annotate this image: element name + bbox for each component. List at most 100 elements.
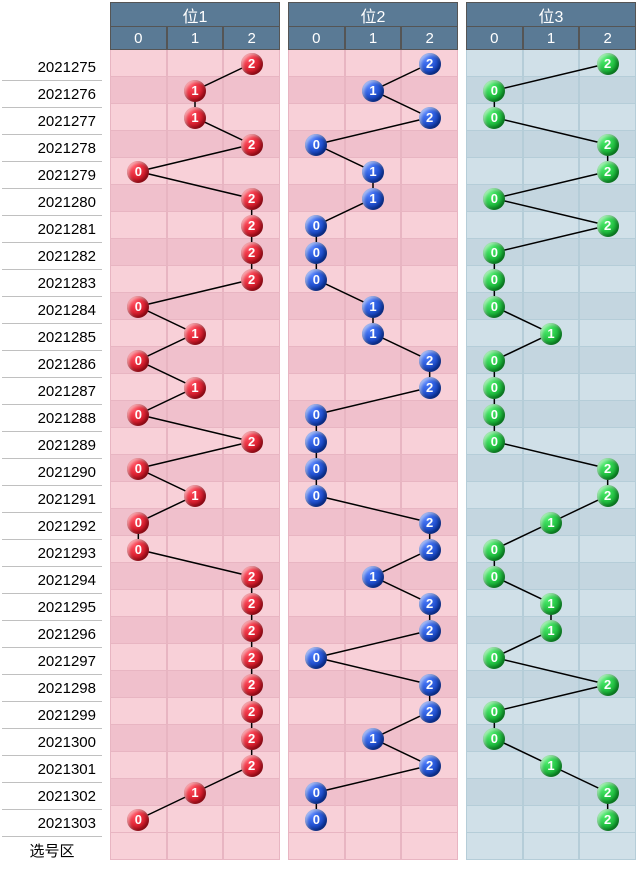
data-cell: 2 [223,563,280,590]
value-ball: 0 [483,701,505,723]
data-cell: 0 [466,77,523,104]
data-row: 0 [466,77,636,104]
data-row: 0 [466,266,636,293]
data-cell: 1 [523,320,580,347]
data-cell: 2 [579,482,636,509]
value-ball: 2 [241,647,263,669]
data-cell [523,833,580,860]
data-cell [523,158,580,185]
data-cell [401,455,458,482]
data-row: 1 [288,563,458,590]
data-cell: 1 [167,779,224,806]
data-cell [345,806,402,833]
data-cell [523,185,580,212]
data-cell [579,293,636,320]
data-row: 2 [110,428,280,455]
data-cell [110,212,167,239]
data-row: 2 [466,671,636,698]
data-cell: 2 [579,806,636,833]
data-cell: 0 [110,509,167,536]
data-cell: 0 [110,293,167,320]
data-cell [167,401,224,428]
data-cell [288,320,345,347]
value-ball: 2 [597,674,619,696]
data-row: 0 [110,806,280,833]
value-ball: 2 [597,458,619,480]
data-row: 2 [466,212,636,239]
data-cell: 0 [466,698,523,725]
data-cell [401,239,458,266]
value-ball: 2 [241,188,263,210]
issue-label: 2021284 [2,297,102,324]
value-ball: 2 [419,107,441,129]
panel-2: 位201221201100011220000221220221200 [288,2,458,864]
data-cell: 0 [466,347,523,374]
subheader-cell: 1 [523,26,580,50]
data-cell [345,698,402,725]
data-cell: 0 [288,131,345,158]
data-cell [345,644,402,671]
data-cell [288,752,345,779]
data-row: 2 [466,131,636,158]
data-cell: 1 [167,104,224,131]
data-cell [466,482,523,509]
data-row: 1 [466,617,636,644]
footer-row [466,833,636,860]
value-ball: 1 [184,323,206,345]
panel-body: 21120222201010201002222222210 [110,50,280,860]
data-row: 1 [288,77,458,104]
issue-label: 2021277 [2,108,102,135]
value-ball: 1 [540,593,562,615]
data-cell [345,509,402,536]
data-cell [523,239,580,266]
value-ball: 2 [241,269,263,291]
data-cell [579,536,636,563]
data-cell: 0 [288,482,345,509]
value-ball: 2 [597,134,619,156]
data-row: 2 [466,455,636,482]
data-cell [523,374,580,401]
data-cell: 0 [288,212,345,239]
value-ball: 0 [483,188,505,210]
data-cell [288,77,345,104]
value-ball: 1 [540,755,562,777]
data-cell [345,104,402,131]
data-cell [110,131,167,158]
value-ball: 0 [483,539,505,561]
data-cell [523,725,580,752]
data-cell: 2 [401,617,458,644]
data-row: 1 [466,320,636,347]
data-cell [288,671,345,698]
data-cell [401,158,458,185]
issue-label: 2021293 [2,540,102,567]
data-cell [110,563,167,590]
data-cell: 2 [223,644,280,671]
data-row: 2 [466,806,636,833]
subheader-cell: 1 [345,26,402,50]
data-row: 2 [288,509,458,536]
data-cell: 0 [466,428,523,455]
data-cell [466,833,523,860]
data-cell [579,590,636,617]
value-ball: 0 [305,242,327,264]
panel-title: 位3 [466,2,636,26]
data-cell: 2 [401,590,458,617]
value-ball: 0 [483,269,505,291]
value-ball: 0 [127,404,149,426]
issue-label: 2021290 [2,459,102,486]
subheader-cell: 1 [167,26,224,50]
panel-body: 20022020001000022100110200122 [466,50,636,860]
value-ball: 2 [419,539,441,561]
value-ball: 0 [483,242,505,264]
data-row: 0 [288,239,458,266]
data-cell [223,833,280,860]
data-cell: 2 [223,725,280,752]
data-cell [579,752,636,779]
value-ball: 1 [362,80,384,102]
data-cell [401,293,458,320]
data-row: 2 [288,698,458,725]
data-cell [401,806,458,833]
data-row: 1 [288,185,458,212]
value-ball: 1 [362,188,384,210]
value-ball: 1 [362,728,384,750]
